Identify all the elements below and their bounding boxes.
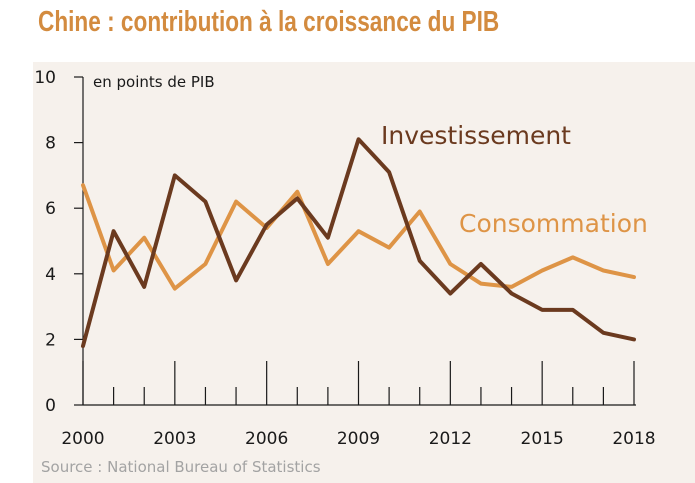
x-tick-label-2012: 2012 <box>429 429 472 449</box>
x-tick-label-2006: 2006 <box>245 429 288 449</box>
series-line-consommation <box>81 183 636 291</box>
chart-panel <box>33 62 695 483</box>
series-label-consommation: Consommation <box>459 209 648 238</box>
y-tick-label-8: 8 <box>45 134 56 154</box>
chart-title: Chine : contribution à la croissance du … <box>38 6 500 38</box>
x-tick-label-2003: 2003 <box>153 429 196 449</box>
y-tick-label-10: 10 <box>34 68 56 88</box>
y-axis-label: en points de PIB <box>93 73 215 91</box>
y-tick-label-6: 6 <box>45 199 56 219</box>
source-note: Source : National Bureau of Statistics <box>41 458 321 476</box>
y-tick-label-4: 4 <box>45 265 56 285</box>
y-tick-label-0: 0 <box>45 396 56 416</box>
series-label-investissement: Investissement <box>381 121 571 150</box>
y-tick-label-2: 2 <box>45 330 56 350</box>
x-tick-label-2000: 2000 <box>61 429 104 449</box>
x-tick-label-2018: 2018 <box>612 429 655 449</box>
x-tick-label-2009: 2009 <box>337 429 380 449</box>
series-line-investissement <box>81 137 636 348</box>
x-tick-label-2015: 2015 <box>521 429 564 449</box>
